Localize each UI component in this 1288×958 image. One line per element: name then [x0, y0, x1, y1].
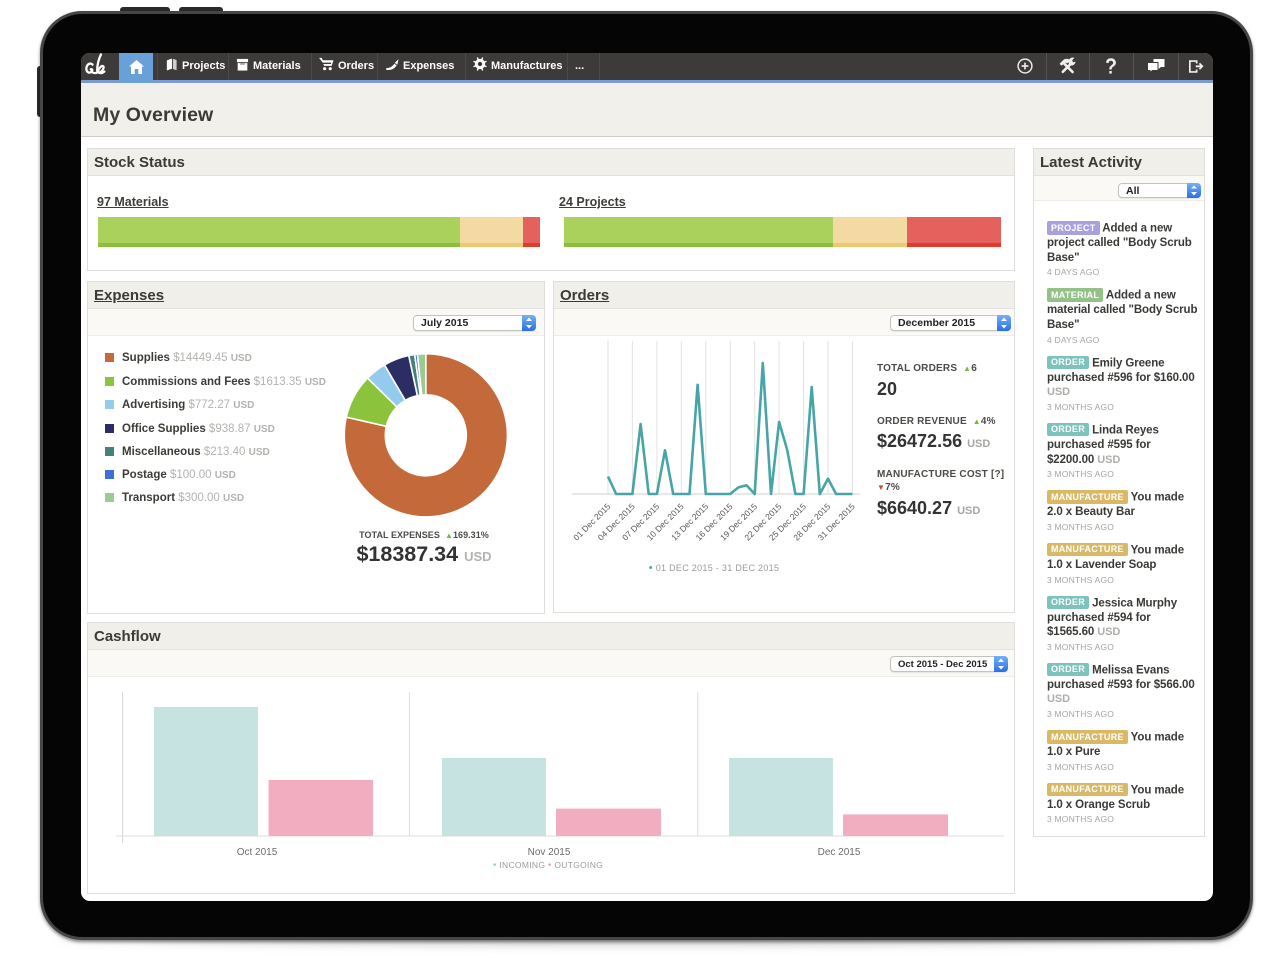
svg-text:Dec 2015: Dec 2015: [818, 847, 861, 858]
svg-text:Oct 2015: Oct 2015: [237, 847, 278, 858]
svg-text:Nov 2015: Nov 2015: [528, 847, 571, 858]
